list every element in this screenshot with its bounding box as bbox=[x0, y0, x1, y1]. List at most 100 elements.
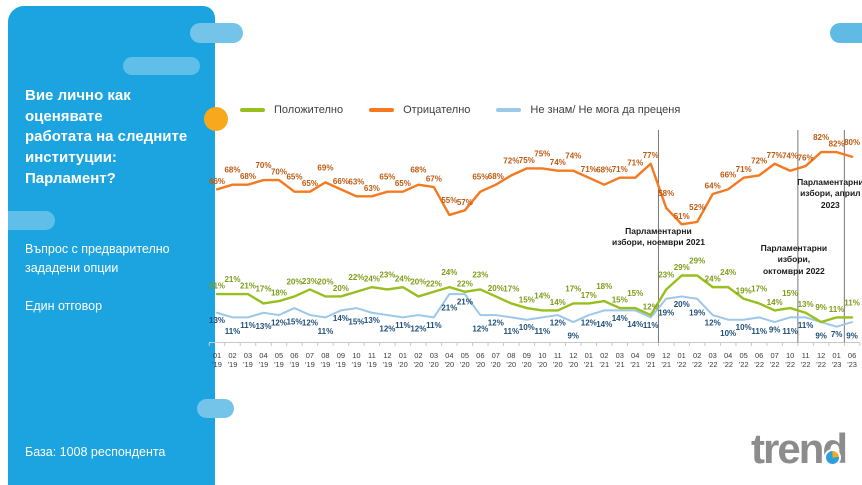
dontknow-data-label: 14% bbox=[333, 314, 349, 323]
dontknow-data-label: 11% bbox=[318, 327, 334, 336]
x-axis-label-year: '20 bbox=[475, 360, 485, 369]
dontknow-data-label: 13% bbox=[209, 316, 225, 325]
positive-data-label: 12% bbox=[643, 303, 659, 312]
negative-data-label: 71% bbox=[581, 165, 597, 174]
dontknow-data-label: 11% bbox=[535, 327, 551, 336]
negative-data-label: 70% bbox=[271, 168, 287, 177]
legend-item-dontknow: Не знам/ Не мога да преценя bbox=[496, 104, 680, 116]
positive-data-label: 24% bbox=[441, 268, 457, 277]
positive-data-label: 17% bbox=[581, 291, 597, 300]
x-axis-label-month: 09 bbox=[647, 351, 655, 360]
dontknow-data-label: 21% bbox=[441, 304, 457, 313]
negative-data-label: 77% bbox=[643, 151, 659, 160]
dontknow-data-label: 9% bbox=[769, 326, 781, 335]
legend-item-positive: Положително bbox=[240, 104, 343, 116]
positive-data-label: 19% bbox=[736, 286, 752, 295]
negative-data-label: 74% bbox=[550, 158, 566, 167]
negative-data-label: 82% bbox=[813, 133, 829, 142]
negative-data-label: 68% bbox=[410, 166, 426, 175]
positive-data-label: 29% bbox=[674, 263, 690, 272]
positive-data-label: 14% bbox=[534, 291, 550, 300]
sample-base-note: База: 1008 респондента bbox=[25, 445, 166, 459]
x-axis-label-year: '20 bbox=[522, 360, 532, 369]
x-axis-label-year: '22 bbox=[708, 360, 718, 369]
positive-data-label: 22% bbox=[426, 279, 442, 288]
x-axis-label-month: 05 bbox=[461, 351, 469, 360]
negative-data-label: 75% bbox=[534, 149, 550, 158]
x-axis-label-year: '21 bbox=[599, 360, 609, 369]
negative-data-label: 65% bbox=[379, 173, 395, 182]
positive-data-label: 13% bbox=[798, 300, 814, 309]
x-axis-label-year: '19 bbox=[336, 360, 346, 369]
positive-data-label: 20% bbox=[410, 277, 426, 286]
sidebar: Вие лично как оценявате работата на след… bbox=[8, 6, 215, 485]
positive-data-label: 18% bbox=[596, 282, 612, 291]
election-annotation: Парламентарни избори, ноември 2021 bbox=[611, 226, 705, 248]
x-axis-label-year: '19 bbox=[290, 360, 300, 369]
positive-data-label: 21% bbox=[209, 282, 225, 291]
positive-data-label: 29% bbox=[689, 256, 705, 265]
x-axis-label-month: 03 bbox=[616, 351, 624, 360]
dontknow-line-swatch-icon bbox=[496, 108, 522, 112]
x-axis-label-year: '21 bbox=[584, 360, 594, 369]
negative-data-label: 77% bbox=[767, 151, 783, 160]
dontknow-data-label: 11% bbox=[240, 321, 256, 330]
negative-data-label: 68% bbox=[488, 172, 504, 181]
x-axis-label-year: '19 bbox=[382, 360, 392, 369]
x-axis-label-year: '20 bbox=[491, 360, 501, 369]
negative-data-label: 65% bbox=[286, 173, 302, 182]
negative-data-label: 72% bbox=[503, 156, 519, 165]
negative-data-label: 63% bbox=[348, 177, 364, 186]
x-axis-label-year: '23 bbox=[832, 360, 842, 369]
x-axis-label-month: 12 bbox=[383, 351, 391, 360]
x-axis-label-year: '21 bbox=[630, 360, 640, 369]
dontknow-data-label: 9% bbox=[815, 332, 827, 341]
negative-line-swatch-icon bbox=[369, 108, 395, 112]
election-annotation: Парламентарни избори, октомври 2022 bbox=[760, 243, 828, 276]
x-axis-label-month: 04 bbox=[631, 351, 639, 360]
x-axis-label-year: '19 bbox=[367, 360, 377, 369]
x-axis-label-month: 08 bbox=[507, 351, 515, 360]
positive-data-label: 24% bbox=[720, 268, 736, 277]
dontknow-data-label: 14% bbox=[596, 320, 612, 329]
x-axis-label-year: '19 bbox=[228, 360, 238, 369]
x-axis-label-year: '22 bbox=[739, 360, 749, 369]
positive-data-label: 11% bbox=[829, 305, 845, 314]
positive-data-label: 9% bbox=[815, 303, 827, 312]
positive-data-label: 22% bbox=[348, 273, 364, 282]
positive-data-label: 15% bbox=[612, 296, 628, 305]
negative-data-label: 71% bbox=[627, 159, 643, 168]
positive-data-label: 11% bbox=[844, 298, 860, 307]
positive-data-label: 23% bbox=[379, 270, 395, 279]
dontknow-data-label: 11% bbox=[751, 327, 767, 336]
dontknow-data-label: 20% bbox=[674, 300, 690, 309]
positive-line-swatch-icon bbox=[240, 108, 265, 112]
negative-data-label: 66% bbox=[720, 170, 736, 179]
x-axis-label-month: 02 bbox=[600, 351, 608, 360]
dontknow-data-label: 10% bbox=[519, 323, 535, 332]
x-axis-label-month: 05 bbox=[275, 351, 283, 360]
negative-data-label: 65% bbox=[472, 173, 488, 182]
positive-data-label: 17% bbox=[255, 284, 271, 293]
negative-data-label: 80% bbox=[844, 138, 860, 147]
x-axis-label-month: 12 bbox=[569, 351, 577, 360]
x-axis-label-month: 04 bbox=[445, 351, 453, 360]
negative-data-label: 72% bbox=[751, 156, 767, 165]
decorative-blob bbox=[123, 57, 200, 75]
dontknow-data-label: 10% bbox=[720, 329, 736, 338]
decorative-blob bbox=[0, 211, 55, 230]
x-axis-label-year: '20 bbox=[553, 360, 563, 369]
x-axis-label-year: '19 bbox=[274, 360, 284, 369]
x-axis-label-month: 03 bbox=[709, 351, 717, 360]
dontknow-data-label: 13% bbox=[255, 322, 271, 331]
x-axis-label-month: 11 bbox=[554, 351, 562, 360]
x-axis-label-month: 06 bbox=[848, 351, 856, 360]
negative-data-label: 69% bbox=[317, 163, 333, 172]
chart-legend: Положително Отрицателно Не знам/ Не мога д… bbox=[240, 104, 680, 116]
dontknow-data-label: 11% bbox=[395, 321, 411, 330]
x-axis-label-month: 03 bbox=[430, 351, 438, 360]
decorative-blob bbox=[190, 23, 243, 43]
decorative-orange-circle bbox=[204, 107, 228, 131]
negative-data-label: 51% bbox=[674, 212, 690, 221]
legend-item-negative: Отрицателно bbox=[369, 104, 470, 116]
